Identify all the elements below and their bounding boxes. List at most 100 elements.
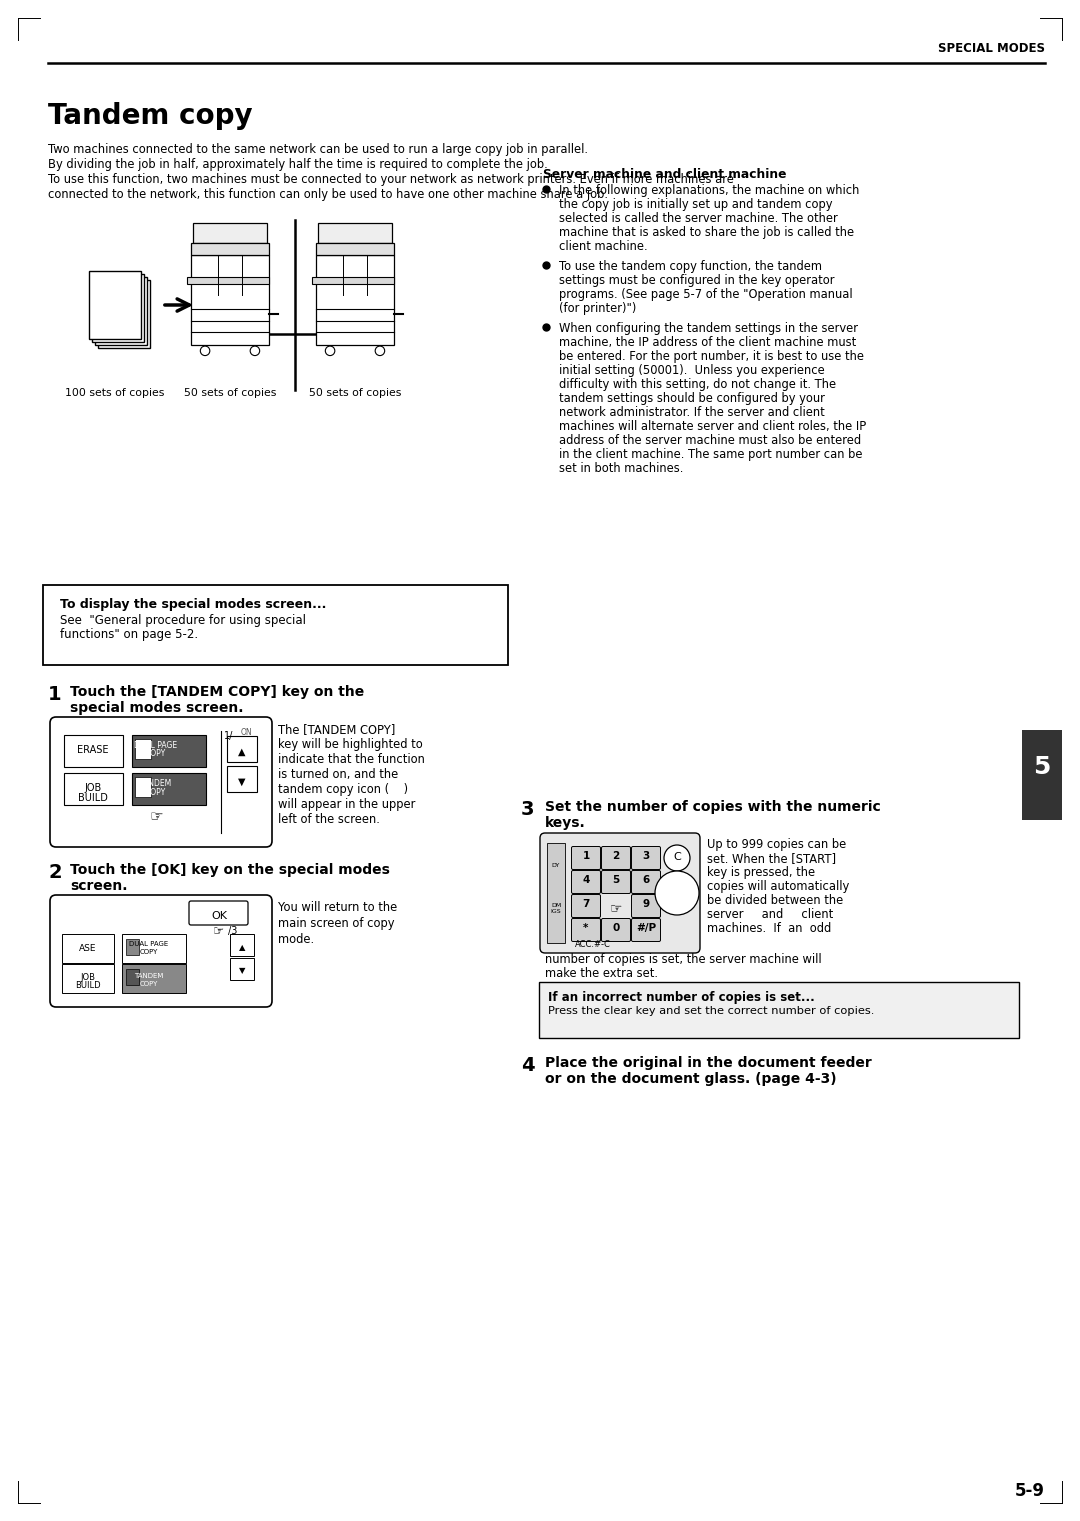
Text: key will be highlighted to: key will be highlighted to: [278, 738, 422, 751]
Text: ☞: ☞: [214, 925, 225, 938]
Text: machines will alternate server and client roles, the IP: machines will alternate server and clien…: [559, 420, 866, 433]
Text: COPY: COPY: [139, 981, 158, 987]
FancyBboxPatch shape: [227, 736, 257, 762]
Text: (for printer)"): (for printer)"): [559, 303, 636, 315]
Text: 100 sets of copies: 100 sets of copies: [65, 388, 164, 399]
FancyBboxPatch shape: [189, 900, 248, 925]
FancyBboxPatch shape: [571, 870, 600, 893]
Text: JOB: JOB: [81, 973, 95, 983]
Polygon shape: [316, 243, 394, 256]
Text: JOB: JOB: [84, 783, 102, 792]
Text: initial setting (50001).  Unless you experience: initial setting (50001). Unless you expe…: [559, 364, 825, 377]
FancyBboxPatch shape: [539, 983, 1020, 1037]
Text: DUAL PAGE: DUAL PAGE: [134, 741, 177, 750]
FancyBboxPatch shape: [230, 934, 254, 957]
FancyBboxPatch shape: [64, 773, 123, 805]
FancyBboxPatch shape: [43, 586, 508, 665]
Text: Two machines connected to the same network can be used to run a large copy job i: Two machines connected to the same netwo…: [48, 143, 588, 157]
Text: 9: 9: [643, 899, 649, 910]
Polygon shape: [187, 277, 269, 284]
Text: #/P: #/P: [636, 923, 656, 932]
Text: functions" on page 5-2.: functions" on page 5-2.: [60, 628, 198, 640]
Text: *: *: [583, 923, 589, 932]
Text: COPY: COPY: [139, 949, 158, 955]
Text: ASE: ASE: [79, 945, 97, 954]
FancyBboxPatch shape: [571, 919, 600, 941]
Text: 5: 5: [1034, 754, 1051, 779]
Circle shape: [664, 846, 690, 872]
Text: To use the tandem copy function, the tandem: To use the tandem copy function, the tan…: [559, 260, 822, 272]
Polygon shape: [95, 277, 147, 345]
FancyBboxPatch shape: [1022, 730, 1062, 820]
Text: server     and     client: server and client: [707, 908, 834, 922]
Text: set in both machines.: set in both machines.: [559, 462, 684, 475]
Text: be entered. For the port number, it is best to use the: be entered. For the port number, it is b…: [559, 350, 864, 364]
Text: keys.: keys.: [545, 815, 585, 830]
FancyBboxPatch shape: [571, 894, 600, 917]
Text: connected to the network, this function can only be used to have one other machi: connected to the network, this function …: [48, 189, 608, 201]
FancyBboxPatch shape: [632, 847, 661, 870]
Text: is turned on, and the: is turned on, and the: [278, 768, 399, 780]
FancyBboxPatch shape: [62, 934, 114, 963]
Text: BUILD: BUILD: [76, 981, 100, 990]
Text: make the extra set.: make the extra set.: [545, 967, 658, 980]
Text: TANDEM: TANDEM: [134, 973, 164, 980]
Text: To display the special modes screen...: To display the special modes screen...: [60, 598, 326, 611]
Text: ON: ON: [241, 729, 253, 738]
Text: address of the server machine must also be entered: address of the server machine must also …: [559, 433, 861, 447]
Text: 3: 3: [521, 800, 535, 818]
FancyBboxPatch shape: [571, 847, 600, 870]
Text: the copy job is initially set up and tandem copy: the copy job is initially set up and tan…: [559, 198, 833, 211]
Text: Server machine and client machine: Server machine and client machine: [543, 167, 786, 181]
Text: OK: OK: [211, 911, 227, 922]
Polygon shape: [318, 222, 392, 243]
Text: BUILD: BUILD: [78, 792, 108, 803]
Text: ▲: ▲: [239, 747, 246, 757]
Polygon shape: [98, 280, 150, 348]
Text: You will return to the: You will return to the: [278, 900, 397, 914]
Text: DM
IGS: DM IGS: [551, 903, 562, 914]
Text: mode.: mode.: [278, 932, 314, 946]
Text: By dividing the job in half, approximately half the time is required to complete: By dividing the job in half, approximate…: [48, 158, 548, 170]
Text: 1/: 1/: [224, 732, 233, 741]
Text: in the client machine. The same port number can be: in the client machine. The same port num…: [559, 449, 863, 461]
Text: ☞: ☞: [610, 900, 622, 916]
Text: 5-9: 5-9: [1015, 1481, 1045, 1500]
FancyBboxPatch shape: [602, 847, 631, 870]
Text: TANDEM: TANDEM: [140, 779, 172, 788]
Text: In the following explanations, the machine on which: In the following explanations, the machi…: [559, 184, 860, 198]
FancyBboxPatch shape: [64, 735, 123, 767]
Text: client machine.: client machine.: [559, 240, 648, 252]
Text: C: C: [673, 852, 680, 862]
Polygon shape: [312, 277, 394, 284]
Polygon shape: [92, 274, 144, 342]
Text: /3: /3: [228, 926, 238, 935]
Text: 2: 2: [48, 862, 62, 882]
FancyBboxPatch shape: [50, 894, 272, 1007]
Text: Place the original in the document feeder: Place the original in the document feede…: [545, 1056, 872, 1069]
Text: 4: 4: [582, 875, 590, 885]
Text: will appear in the upper: will appear in the upper: [278, 799, 416, 811]
Text: number of copies is set, the server machine will: number of copies is set, the server mach…: [545, 954, 822, 966]
Text: When configuring the tandem settings in the server: When configuring the tandem settings in …: [559, 322, 858, 335]
FancyBboxPatch shape: [540, 834, 700, 954]
Text: COPY: COPY: [146, 748, 166, 757]
Text: 7: 7: [582, 899, 590, 910]
FancyBboxPatch shape: [122, 964, 186, 993]
Text: ▲: ▲: [239, 943, 245, 952]
FancyBboxPatch shape: [62, 964, 114, 993]
Text: DUAL PAGE: DUAL PAGE: [130, 941, 168, 948]
FancyBboxPatch shape: [50, 716, 272, 847]
FancyBboxPatch shape: [230, 958, 254, 980]
Text: ▼: ▼: [239, 777, 246, 786]
Text: ACC.#-C: ACC.#-C: [575, 940, 611, 949]
Text: special modes screen.: special modes screen.: [70, 701, 243, 715]
Text: key is pressed, the: key is pressed, the: [707, 865, 815, 879]
Polygon shape: [191, 256, 269, 345]
FancyBboxPatch shape: [125, 969, 138, 984]
Text: left of the screen.: left of the screen.: [278, 814, 380, 826]
Text: 1: 1: [48, 684, 62, 704]
FancyBboxPatch shape: [227, 767, 257, 792]
Text: programs. (See page 5-7 of the "Operation manual: programs. (See page 5-7 of the "Operatio…: [559, 287, 852, 301]
Text: main screen of copy: main screen of copy: [278, 917, 394, 929]
